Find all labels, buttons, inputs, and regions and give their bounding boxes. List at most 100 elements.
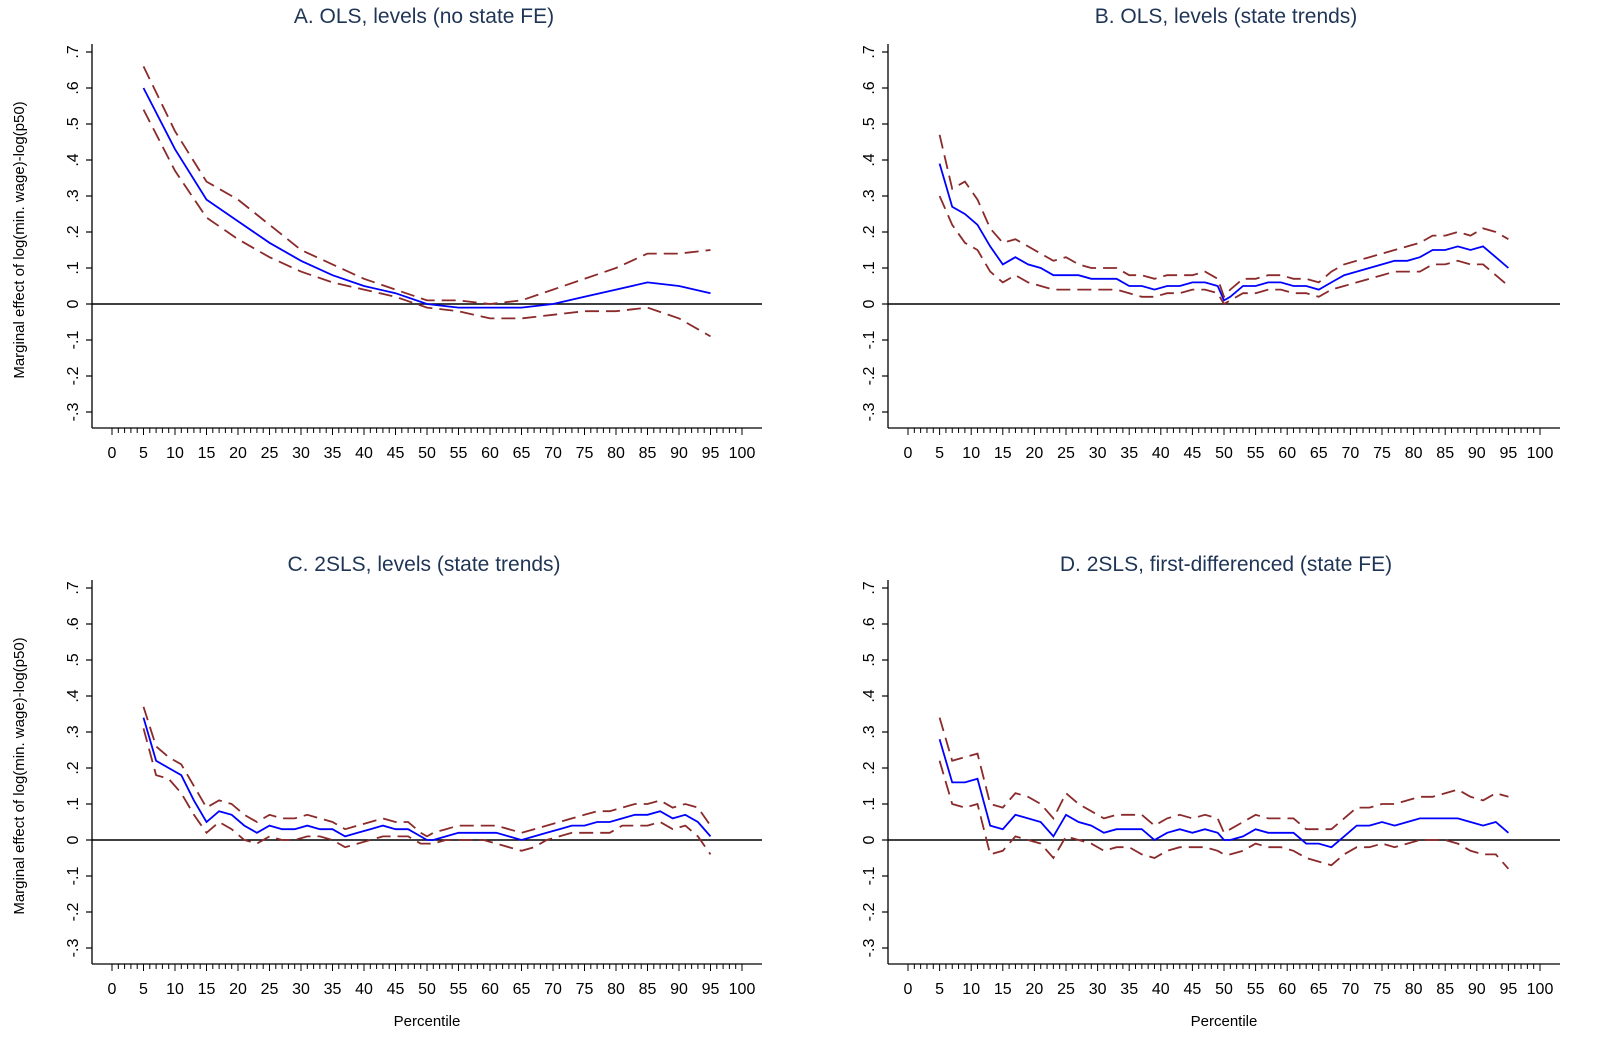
x-tick-label: 30	[1089, 445, 1107, 462]
y-tick-label: .5	[65, 653, 82, 666]
series-ci-lower-line	[142, 728, 712, 855]
y-tick-label: .4	[861, 689, 878, 702]
x-tick-label: 100	[1527, 981, 1554, 998]
y-tick-label: -.1	[861, 331, 878, 350]
x-tick-label: 50	[418, 981, 436, 998]
x-tick-label: 35	[324, 445, 342, 462]
series-estimate-line	[142, 717, 712, 841]
x-tick-label: 5	[139, 981, 148, 998]
x-tick-label: 100	[1527, 445, 1554, 462]
x-tick-label: 80	[1405, 981, 1423, 998]
x-tick-label: 55	[1247, 981, 1265, 998]
x-tick-label: 70	[1342, 445, 1360, 462]
panel-title: C. 2SLS, levels (state trends)	[287, 553, 560, 576]
x-tick-label: 20	[1026, 981, 1044, 998]
y-tick-label: -.1	[65, 331, 82, 350]
x-tick-label: 10	[166, 981, 184, 998]
x-tick-label: 60	[481, 445, 499, 462]
x-tick-label: 30	[1089, 981, 1107, 998]
x-tick-label: 55	[450, 981, 468, 998]
x-tick-label: 85	[639, 445, 657, 462]
y-axis-title: Marginal effect of log(min. wage)-log(p5…	[11, 637, 28, 914]
x-tick-label: 40	[1152, 445, 1170, 462]
y-tick-label: 0	[861, 835, 878, 844]
panel-c: C. 2SLS, levels (state trends) -.3 -.2 -.1 0…	[11, 553, 762, 1030]
panel-title: A. OLS, levels (no state FE)	[294, 5, 554, 28]
series-ci-upper-line	[938, 717, 1509, 835]
x-tick-label: 10	[962, 981, 980, 998]
x-tick-label: 65	[1310, 445, 1328, 462]
x-tick-label: 30	[292, 981, 310, 998]
y-tick-label: .1	[65, 261, 82, 274]
panel-title: D. 2SLS, first-differenced (state FE)	[1060, 553, 1392, 576]
x-tick-label: 55	[1247, 445, 1265, 462]
series-ci-upper-line	[142, 706, 712, 838]
y-tick-label: 0	[65, 835, 82, 844]
x-tick-label: 85	[1436, 445, 1454, 462]
x-tick-label: 90	[1468, 445, 1486, 462]
x-tick-label: 75	[576, 981, 594, 998]
x-tick-label: 65	[1310, 981, 1328, 998]
y-tick-label: .6	[861, 617, 878, 630]
x-tick-label: 90	[1468, 981, 1486, 998]
x-tick-label: 15	[198, 445, 216, 462]
y-tick-label: .5	[65, 117, 82, 130]
series-estimate-line	[938, 163, 1509, 302]
y-tick-label: .4	[65, 689, 82, 702]
panel-title: B. OLS, levels (state trends)	[1095, 5, 1358, 28]
x-tick-label: 65	[513, 445, 531, 462]
x-tick-label: 45	[1184, 981, 1202, 998]
series-estimate-line	[938, 738, 1509, 849]
y-tick-label: .6	[65, 81, 82, 94]
x-tick-label: 95	[1500, 445, 1518, 462]
y-tick-label: .4	[861, 153, 878, 166]
x-tick-label: 25	[261, 981, 279, 998]
x-tick-label: 15	[994, 445, 1012, 462]
x-tick-label: 0	[108, 445, 117, 462]
series-ci-lower-line	[938, 195, 1509, 306]
y-tick-label: .4	[65, 153, 82, 166]
x-tick-label: 20	[229, 445, 247, 462]
y-tick-label: -.3	[861, 939, 878, 958]
x-tick-label: 60	[1278, 445, 1296, 462]
y-tick-label: -.2	[861, 367, 878, 386]
x-tick-label: 80	[607, 445, 625, 462]
y-tick-label: .2	[65, 761, 82, 774]
y-tick-label: .7	[65, 581, 82, 594]
y-tick-label: -.1	[861, 867, 878, 886]
x-tick-label: 0	[108, 981, 117, 998]
x-tick-label: 25	[1057, 981, 1075, 998]
y-tick-label: .6	[861, 81, 878, 94]
y-tick-label: -.3	[861, 403, 878, 422]
x-tick-label: 10	[962, 445, 980, 462]
x-axis-title: Percentile	[1191, 1013, 1258, 1030]
x-tick-label: 90	[670, 445, 688, 462]
y-tick-label: -.2	[65, 903, 82, 922]
x-tick-label: 85	[1436, 981, 1454, 998]
y-tick-label: -.1	[65, 867, 82, 886]
x-tick-label: 40	[355, 445, 373, 462]
y-tick-label: .1	[861, 797, 878, 810]
y-tick-label: .1	[65, 797, 82, 810]
x-tick-label: 0	[904, 981, 913, 998]
y-tick-label: -.3	[65, 403, 82, 422]
x-tick-label: 25	[261, 445, 279, 462]
x-tick-label: 5	[935, 981, 944, 998]
y-tick-label: .2	[861, 225, 878, 238]
x-tick-label: 15	[994, 981, 1012, 998]
x-tick-label: 35	[1120, 981, 1138, 998]
x-tick-label: 70	[1342, 981, 1360, 998]
x-tick-label: 70	[544, 445, 562, 462]
y-tick-label: .7	[861, 45, 878, 58]
series-ci-lower-line	[142, 109, 711, 338]
x-tick-label: 60	[1278, 981, 1296, 998]
x-tick-label: 80	[607, 981, 625, 998]
x-tick-label: 90	[670, 981, 688, 998]
x-tick-label: 85	[639, 981, 657, 998]
y-tick-label: .6	[65, 617, 82, 630]
x-tick-label: 95	[702, 445, 720, 462]
x-tick-label: 80	[1405, 445, 1423, 462]
y-tick-label: .3	[65, 189, 82, 202]
y-tick-label: .1	[861, 261, 878, 274]
